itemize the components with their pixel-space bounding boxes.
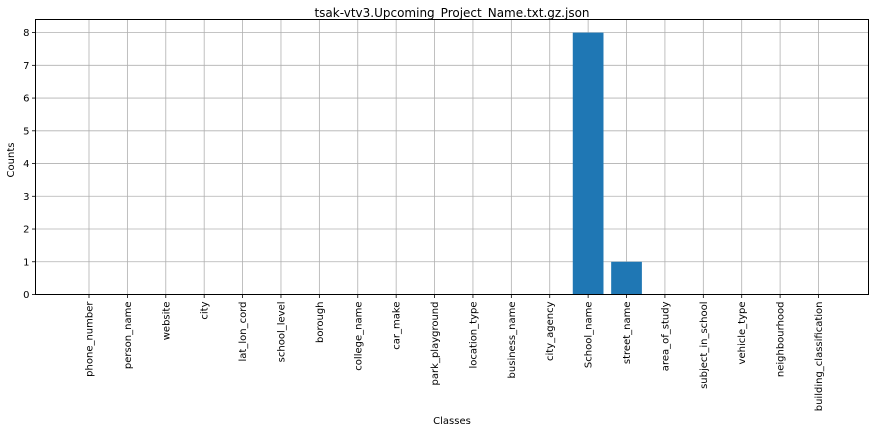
x-tick-label: business_name: [507, 302, 518, 379]
x-tick-label: borough: [315, 302, 326, 344]
x-tick-label: building_classification: [814, 302, 825, 412]
x-tick-label: subject_in_school: [699, 302, 710, 389]
bars: [572, 32, 642, 295]
x-tick-label: area_of_study: [660, 301, 671, 371]
y-axis-label: Counts: [6, 143, 17, 178]
x-tick-label: person_name: [123, 302, 134, 370]
y-tick-label: 7: [23, 61, 29, 72]
x-tick-label: phone_number: [85, 301, 96, 377]
bar-school-name: [572, 32, 604, 295]
x-tick-label: city_agency: [545, 301, 556, 361]
x-tick-label: neighbourhood: [776, 302, 787, 378]
x-tick-label: school_level: [276, 302, 287, 363]
x-tick-label: car_make: [392, 302, 403, 350]
x-tick-label: lat_lon_cord: [238, 302, 249, 362]
x-axis-ticks: phone_number person_name website city lat_lo…: [85, 294, 825, 412]
x-tick-label: location_type: [468, 302, 479, 369]
x-tick-label: website: [161, 302, 172, 341]
y-tick-label: 5: [23, 126, 29, 137]
bar-street-name: [611, 261, 642, 295]
y-tick-label: 8: [23, 28, 29, 39]
plot-frame: [35, 19, 869, 295]
x-tick-label: street_name: [622, 302, 633, 365]
y-axis-ticks: 0 1 2 3 4 5 6 7 8: [23, 28, 36, 301]
grid-lines: [35, 19, 869, 295]
x-tick-label: college_name: [353, 302, 364, 371]
x-tick-label: vehicle_type: [737, 302, 748, 365]
y-tick-label: 3: [23, 192, 29, 203]
chart-title: tsak-vtv3.Upcoming_Project_Name.txt.gz.j…: [314, 6, 589, 20]
x-tick-label: park_playground: [430, 302, 441, 386]
y-tick-label: 4: [23, 159, 29, 170]
x-axis-label: Classes: [433, 416, 471, 427]
x-tick-label: School_name: [584, 302, 595, 369]
y-tick-label: 6: [23, 94, 29, 105]
y-tick-label: 1: [23, 257, 29, 268]
y-tick-label: 2: [23, 225, 29, 236]
x-tick-label: city: [200, 301, 211, 319]
y-tick-label: 0: [23, 290, 29, 301]
